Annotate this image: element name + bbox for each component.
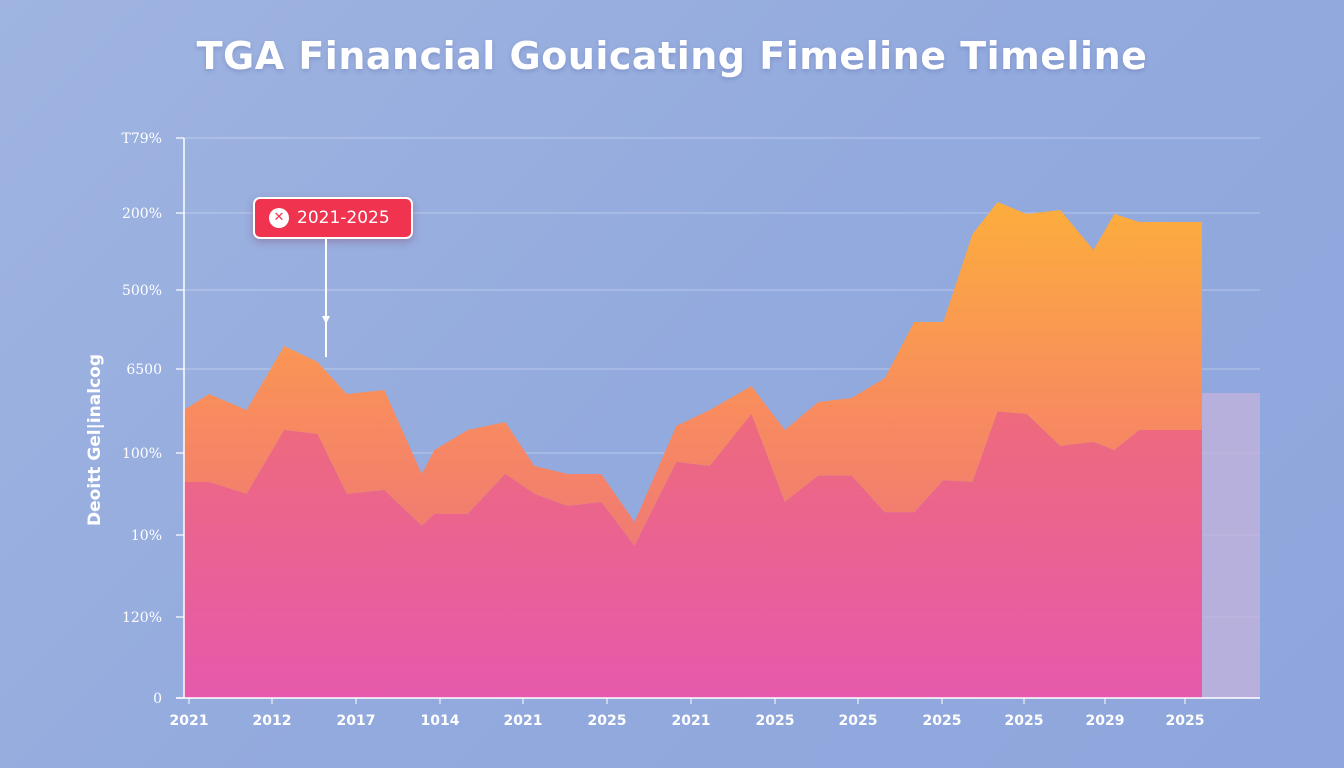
- x-tick-label: 2025: [839, 713, 878, 729]
- x-tick-label: 2012: [253, 713, 292, 729]
- series-upper-area: [184, 202, 1202, 546]
- chart-title: TGA Financial Gouicating Fimeline Timeli…: [196, 34, 1148, 78]
- x-tick-label: 1014: [421, 713, 460, 729]
- callout-arrow-icon: [322, 316, 330, 324]
- x-axis-ticks: 2021 2012 2017 1014 2021 2025 2021 2025 2025 2025…: [170, 698, 1205, 729]
- x-tick-label: 2021: [672, 713, 711, 729]
- range-callout[interactable]: ✕ 2021-2025: [253, 197, 413, 239]
- y-tick-label: T79%: [122, 131, 162, 147]
- y-tick-label: 200%: [122, 206, 162, 222]
- projection-shade: [1202, 393, 1260, 698]
- y-tick-label: 6500: [126, 362, 162, 378]
- x-tick-label: 2029: [1086, 713, 1125, 729]
- x-tick-label: 2025: [923, 713, 962, 729]
- close-icon[interactable]: ✕: [269, 208, 289, 228]
- x-tick-label: 2025: [756, 713, 795, 729]
- y-tick-label: 500%: [122, 283, 162, 299]
- y-axis-ticks: 0 120% 10% 100% 6500 500% 200% T79%: [122, 131, 184, 707]
- x-tick-label: 2025: [1005, 713, 1044, 729]
- x-tick-label: 2021: [504, 713, 543, 729]
- x-tick-label: 2025: [588, 713, 627, 729]
- x-tick-label: 2025: [1166, 713, 1205, 729]
- y-tick-label: 10%: [131, 528, 162, 544]
- x-tick-label: 2017: [337, 713, 376, 729]
- callout-pointer-line: [325, 239, 327, 357]
- series-lower-area: [184, 411, 1202, 698]
- y-tick-label: 100%: [122, 446, 162, 462]
- y-tick-label: 0: [153, 691, 162, 707]
- callout-label: 2021-2025: [297, 208, 390, 228]
- x-tick-label: 2021: [170, 713, 209, 729]
- y-tick-label: 120%: [122, 610, 162, 626]
